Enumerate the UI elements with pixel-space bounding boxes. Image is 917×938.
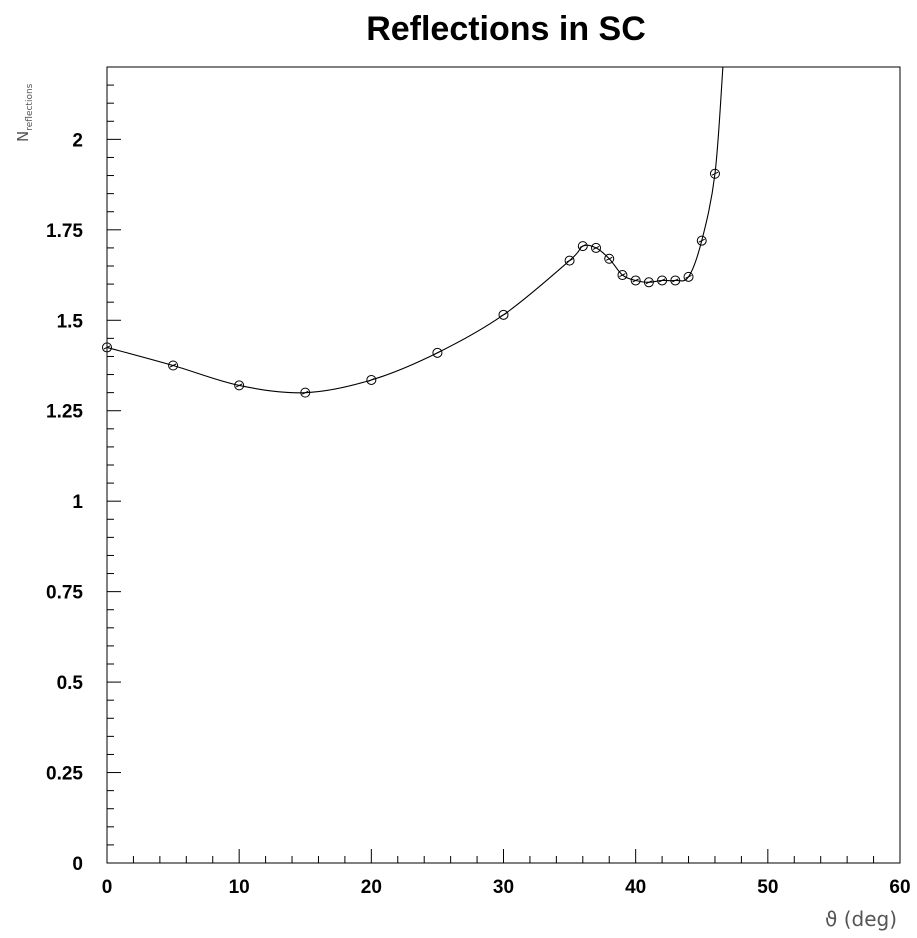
y-axis-label-sub: reflections: [25, 83, 35, 130]
data-point: [643, 277, 654, 288]
series-line: [106, 66, 724, 394]
data-point: [709, 168, 720, 179]
data-point: [498, 309, 509, 320]
series-markers: [102, 168, 720, 398]
y-tick-label: 0.75: [46, 583, 83, 604]
x-tick-label: 60: [889, 877, 910, 898]
data-point: [696, 235, 707, 246]
data-point: [617, 270, 628, 281]
x-tick-labels: 0 10 20 30 40 50 60: [102, 877, 911, 898]
data-point: [366, 374, 377, 385]
y-axis-label-main: N: [14, 131, 32, 142]
y-tick-label: 1: [72, 492, 83, 513]
y-tick-label: 1.75: [46, 221, 83, 242]
x-tick-label: 40: [625, 877, 646, 898]
x-tick-label: 0: [102, 877, 113, 898]
y-tick-label: 0.5: [57, 673, 84, 694]
y-tick-label: 0: [72, 854, 83, 875]
data-point: [432, 347, 443, 358]
x-axis-label: ϑ (deg): [825, 907, 897, 931]
y-tick-label: 2: [72, 130, 83, 151]
data-point: [670, 275, 681, 286]
data-point: [168, 360, 179, 371]
axis-ticks: [106, 66, 901, 864]
svg-text:Nreflections: Nreflections: [14, 83, 35, 142]
y-tick-label: 0.25: [46, 764, 83, 785]
y-tick-label: 1.25: [46, 402, 83, 423]
y-tick-labels: 0 0.25 0.5 0.75 1 1.25 1.5 1.75 2: [46, 130, 83, 875]
plot-frame: [106, 66, 901, 864]
x-tick-label: 20: [361, 877, 382, 898]
data-point: [234, 380, 245, 391]
data-point: [300, 387, 311, 398]
x-tick-label: 50: [757, 877, 778, 898]
data-point: [564, 255, 575, 266]
data-point: [591, 242, 602, 253]
data-point: [102, 342, 112, 353]
data-point: [683, 271, 694, 282]
data-point: [630, 275, 641, 286]
x-tick-label: 30: [493, 877, 514, 898]
chart-title: Reflections in SC: [366, 10, 646, 48]
data-point: [657, 275, 668, 286]
x-tick-label: 10: [229, 877, 250, 898]
y-tick-label: 1.5: [57, 311, 84, 332]
data-point: [577, 241, 588, 252]
y-axis-label: Nreflections: [14, 83, 35, 142]
data-point: [604, 253, 615, 264]
